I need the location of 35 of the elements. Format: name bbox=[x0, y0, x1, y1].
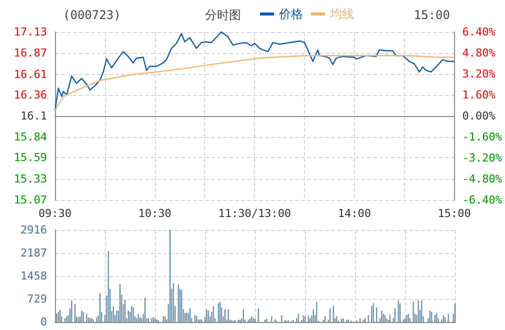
y2-tick-label: 6.40% bbox=[462, 26, 496, 38]
y-tick-label: 1458 bbox=[20, 270, 47, 282]
chart-title: (000723) bbox=[63, 8, 121, 22]
chart-subtitle: 分时图 bbox=[205, 8, 241, 22]
y-tick-label: 2187 bbox=[20, 246, 47, 260]
y2-tick-label: 4.80% bbox=[462, 46, 496, 60]
y-tick-label: 16.87 bbox=[14, 46, 47, 60]
y-tick-label: 15.59 bbox=[14, 151, 47, 164]
legend-label: 均线 bbox=[329, 7, 354, 21]
x-tick-label: 10:30 bbox=[138, 207, 172, 220]
y2-tick-label: 3.20% bbox=[462, 68, 496, 80]
y2-tick-label: -6.40% bbox=[462, 194, 502, 206]
y-tick-label: 15.33 bbox=[14, 172, 47, 186]
text: 15:00 bbox=[414, 8, 450, 22]
legend-label: 价格 bbox=[278, 7, 303, 21]
y-tick-label: 15.84 bbox=[14, 130, 48, 144]
y-tick-label: 2916 bbox=[20, 224, 47, 236]
y2-tick-label: -1.60% bbox=[462, 130, 502, 144]
y-tick-label: 16.1 bbox=[20, 110, 47, 122]
y2-tick-label: -4.80% bbox=[462, 172, 502, 186]
x-tick-label: 14:00 bbox=[338, 207, 372, 220]
y-tick-label: 17.13 bbox=[14, 26, 47, 38]
y-tick-label: 0 bbox=[40, 316, 47, 328]
x-tick-label: 09:30 bbox=[38, 207, 72, 220]
line-series bbox=[54, 55, 455, 111]
y2-tick-label: 1.60% bbox=[462, 88, 496, 102]
x-tick-label: 15:00 bbox=[438, 207, 471, 220]
y2-tick-label: -3.20% bbox=[462, 152, 502, 164]
y-tick-label: 15.07 bbox=[14, 194, 47, 206]
y-tick-label: 16.61 bbox=[14, 68, 47, 81]
y-tick-label: 16.36 bbox=[14, 88, 47, 102]
y2-tick-label: 0.00% bbox=[462, 110, 496, 122]
line-series bbox=[54, 31, 455, 111]
x-tick-label: 11:30/13:00 bbox=[218, 207, 292, 220]
y-tick-label: 729 bbox=[27, 292, 47, 306]
